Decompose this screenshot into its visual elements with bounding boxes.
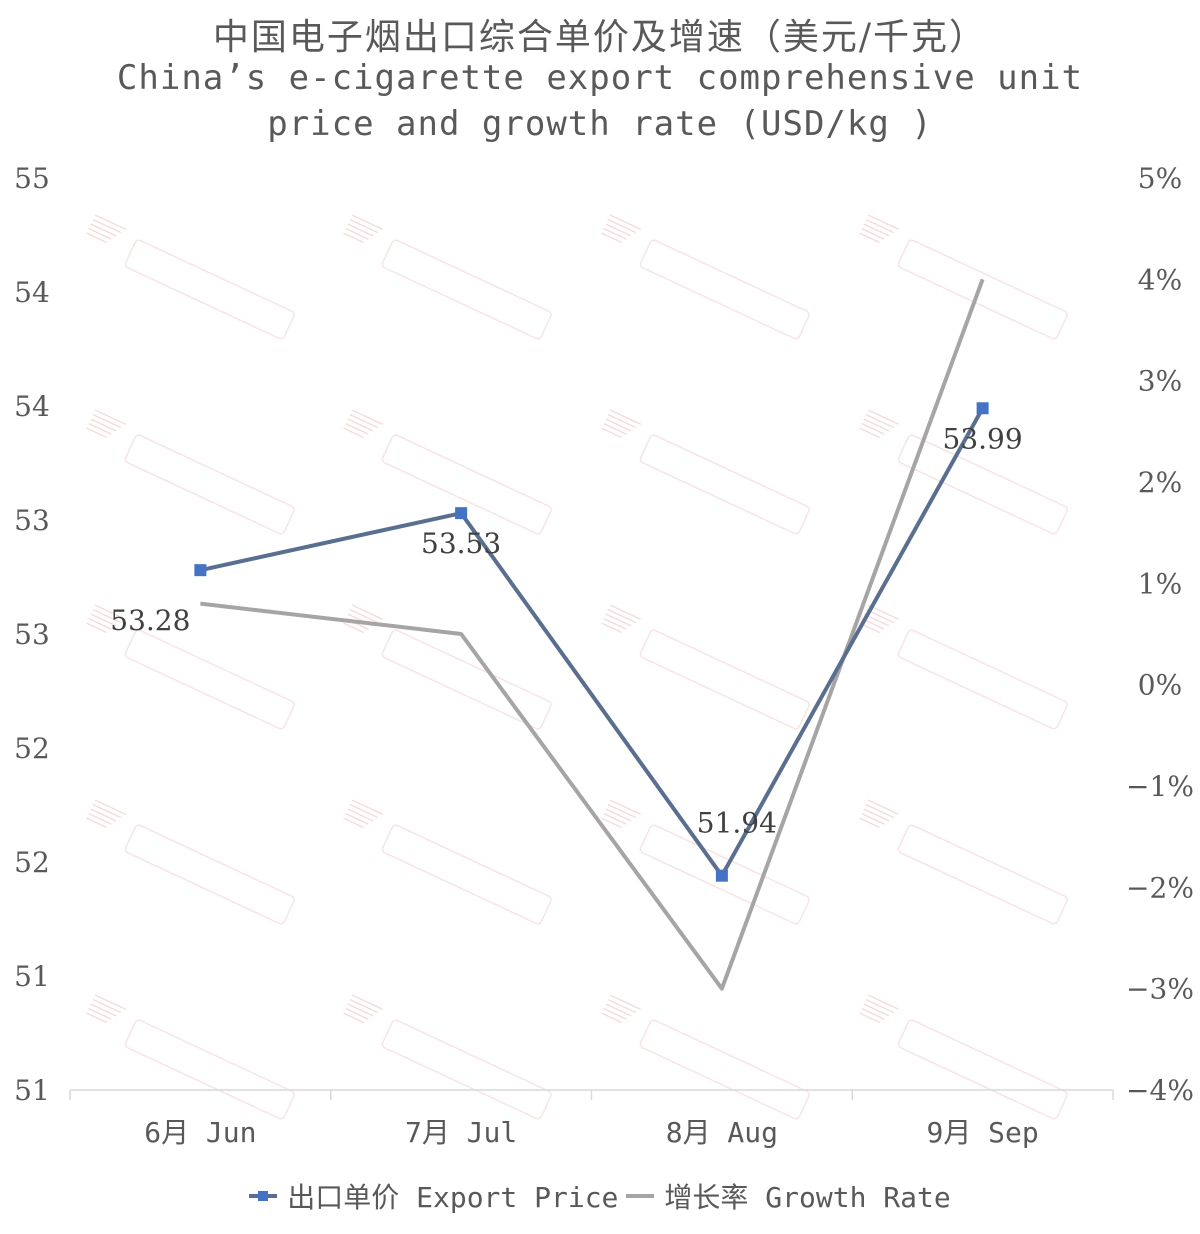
- watermark-logo: [86, 409, 295, 535]
- watermark-logo: [859, 799, 1068, 925]
- chart-subtitle-line2: price and growth rate (USD/kg ): [267, 104, 933, 144]
- y-left-tick-label: 54: [14, 390, 50, 423]
- y-right-tick-label: 0%: [1138, 669, 1182, 702]
- watermark-logo: [859, 409, 1068, 535]
- y-right-tick-label: −2%: [1126, 871, 1194, 904]
- x-tick-label: 7月 Jul: [405, 1116, 517, 1149]
- y-left-tick-label: 52: [14, 732, 50, 765]
- legend-item-export-price: 出口单价 Export Price: [249, 1176, 618, 1216]
- watermark-logo: [601, 409, 810, 535]
- watermark-layer: [86, 214, 1068, 1120]
- y-right-tick-label: 1%: [1138, 567, 1182, 600]
- x-tick-label: 9月 Sep: [926, 1116, 1038, 1149]
- series-line-export-price: [199, 407, 985, 878]
- watermark-logo: [86, 604, 295, 730]
- y-right-tick-label: 5%: [1138, 162, 1182, 195]
- watermark-logo: [343, 214, 552, 340]
- y-left-tick-label: 52: [14, 846, 50, 879]
- watermark-logo: [601, 994, 810, 1120]
- series-line-growth-rate: [200, 278, 985, 991]
- legend-label-growth-rate: 增长率 Growth Rate: [664, 1181, 951, 1214]
- data-point-export-price: [194, 564, 207, 577]
- data-label-export-price: 51.94: [697, 807, 777, 840]
- y-left-tick-label: 51: [14, 1074, 50, 1107]
- y-left-tick-label: 54: [14, 276, 50, 309]
- watermark-logo: [343, 409, 552, 535]
- watermark-logo: [601, 214, 810, 340]
- data-label-export-price: 53.53: [421, 527, 501, 560]
- data-point-export-price: [976, 402, 989, 415]
- x-tick-label: 8月 Aug: [666, 1116, 778, 1149]
- watermark-logo: [859, 214, 1068, 340]
- axes: 6月 Jun 7月 Jul 8月 Aug 9月 Sep 51 51 52 52 53 53 54 54…: [14, 162, 1194, 1149]
- x-tick-label: 6月 Jun: [144, 1116, 256, 1149]
- watermark-logo: [601, 604, 810, 730]
- watermark-logo: [343, 994, 552, 1120]
- y-right-tick-label: −1%: [1126, 770, 1194, 803]
- legend-label-export-price: 出口单价 Export Price: [287, 1181, 619, 1214]
- chart-subtitle-line1: China’s e-cigarette export comprehensive…: [116, 58, 1084, 98]
- y-right-tick-label: 4%: [1138, 263, 1182, 296]
- watermark-logo: [86, 994, 295, 1120]
- watermark-logo: [859, 604, 1068, 730]
- y-left-tick-label: 51: [14, 960, 50, 993]
- y-left-tick-label: 53: [14, 504, 50, 537]
- y-left-tick-label: 53: [14, 618, 50, 651]
- data-point-export-price: [455, 507, 468, 520]
- legend-swatch-export-price: [249, 1191, 278, 1201]
- legend-swatch-growth-rate: [626, 1194, 655, 1198]
- y-left-tick-label: 55: [14, 162, 50, 195]
- data-labels: 53.28 53.53 51.94 53.99: [110, 422, 1022, 839]
- watermark-logo: [86, 799, 295, 925]
- legend-item-growth-rate: 增长率 Growth Rate: [626, 1176, 951, 1216]
- y-right-tick-label: 2%: [1138, 466, 1182, 499]
- legend: 出口单价 Export Price 增长率 Growth Rate: [0, 1176, 1200, 1216]
- watermark-logo: [343, 799, 552, 925]
- y-right-tick-label: −4%: [1126, 1074, 1194, 1107]
- watermark-logo: [86, 214, 295, 340]
- y-right-tick-label: 3%: [1138, 365, 1182, 398]
- data-label-export-price: 53.99: [943, 422, 1023, 455]
- series-layer: [194, 278, 989, 991]
- data-label-export-price: 53.28: [110, 604, 190, 637]
- watermark-logo: [859, 994, 1068, 1120]
- data-point-export-price: [715, 869, 728, 882]
- chart-title: 中国电子烟出口综合单价及增速（美元/千克）: [212, 17, 988, 58]
- y-right-tick-label: −3%: [1126, 973, 1194, 1006]
